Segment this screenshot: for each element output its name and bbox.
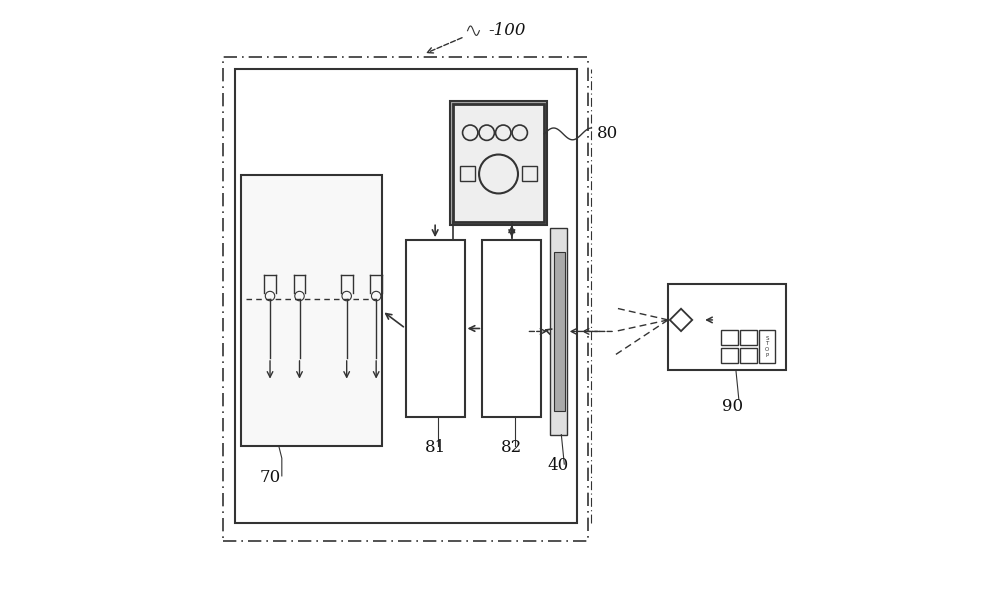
Bar: [550, 228, 567, 435]
Bar: [721, 348, 738, 362]
Text: 90: 90: [722, 398, 743, 415]
Bar: [450, 102, 547, 225]
Text: 82: 82: [501, 440, 522, 456]
Bar: [721, 330, 738, 345]
Bar: [406, 240, 465, 417]
Bar: [759, 330, 775, 362]
Text: 40: 40: [548, 457, 569, 474]
Bar: [223, 57, 588, 541]
Bar: [554, 252, 565, 411]
Text: -100: -100: [488, 22, 526, 39]
Bar: [235, 69, 577, 523]
Bar: [460, 166, 475, 181]
Bar: [522, 166, 537, 181]
Bar: [241, 175, 382, 447]
Bar: [453, 105, 544, 222]
Text: 80: 80: [597, 126, 619, 142]
Bar: [482, 240, 541, 417]
Text: S
T
O
P: S T O P: [765, 335, 769, 358]
Text: 70: 70: [259, 469, 281, 486]
Bar: [740, 348, 757, 362]
Bar: [668, 284, 786, 370]
Text: 81: 81: [425, 440, 446, 456]
Bar: [740, 330, 757, 345]
